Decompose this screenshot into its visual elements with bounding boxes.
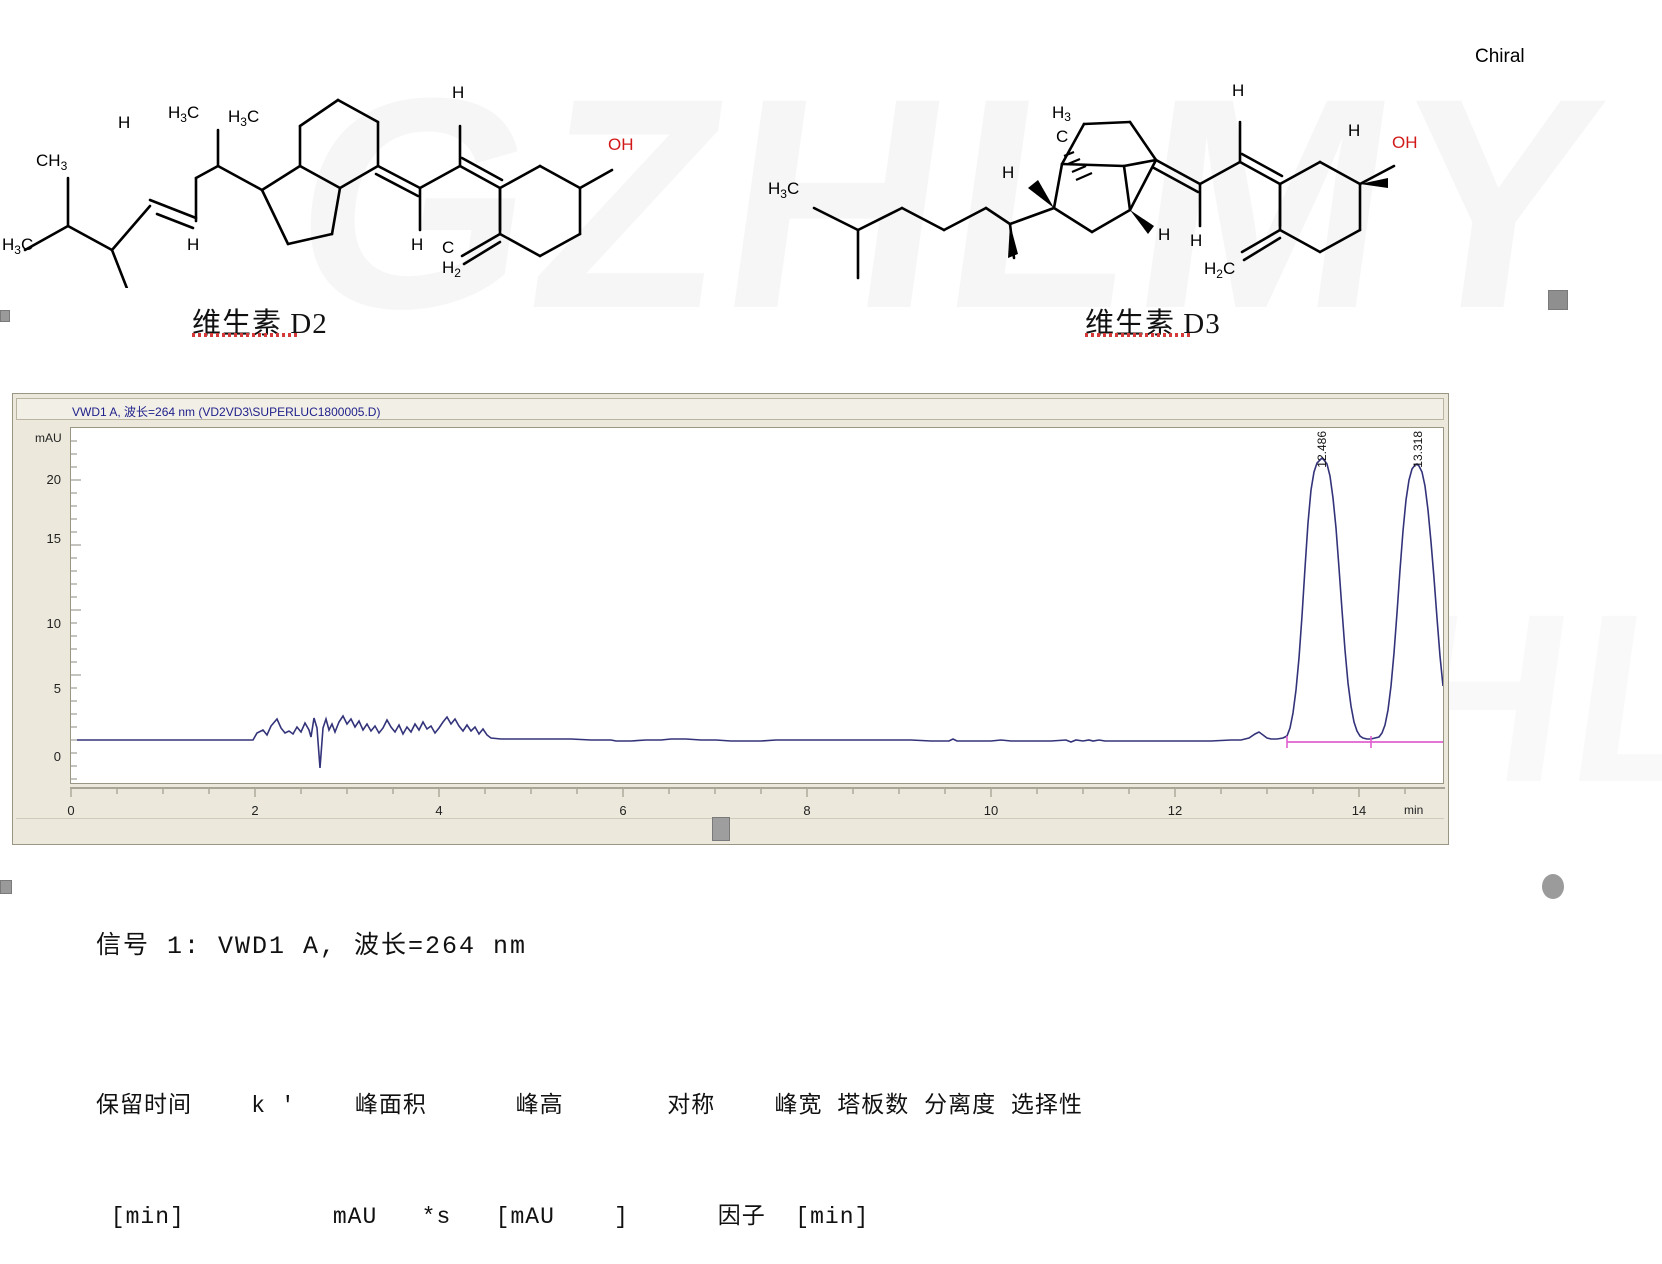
structures-panel: Chiral — [0, 0, 1662, 380]
label-h3c-c: H3C — [228, 107, 259, 129]
edge-marker-circle[interactable] — [1542, 874, 1564, 899]
y-tick-0: 0 — [53, 749, 61, 764]
wedge-oh — [1360, 178, 1388, 188]
vitamin-d2-structure: CH3 H3C CH3 H H H3C H3C H H C H2 OH — [2, 83, 634, 288]
signal-line: 信号 1: VWD1 A, 波长=264 nm — [96, 932, 528, 961]
label-h-d3d: H — [1232, 81, 1244, 100]
table-header-row-1: 保留时间 k ' 峰面积 峰高 对称 峰宽 塔板数 分离度 选择性 — [96, 1092, 1083, 1119]
integration-ticks — [1286, 736, 1372, 748]
edge-marker-left[interactable] — [0, 310, 10, 322]
horizontal-scroll-thumb[interactable] — [712, 817, 730, 841]
label-h-d3e: H — [1190, 231, 1202, 250]
label-h2-meth: H2 — [442, 258, 461, 280]
edge-marker-right[interactable] — [1548, 290, 1568, 310]
label-ch3-a: CH3 — [36, 151, 68, 173]
x-tick-12: 12 — [1167, 803, 1183, 818]
wedge-h — [1028, 180, 1054, 208]
label-h-d3b: H — [1002, 163, 1014, 182]
label-ch3-d3a: CH3 — [832, 285, 864, 288]
hash-bond-methyl — [1063, 150, 1093, 182]
edge-marker-left-lower[interactable] — [0, 880, 12, 894]
chiral-label: Chiral — [1475, 46, 1525, 67]
chromatogram-title: VWD1 A, 波长=264 nm (VD2VD3\SUPERLUC180000… — [72, 405, 381, 419]
x-axis-unit: min — [1404, 803, 1424, 817]
x-tick-14: 14 — [1351, 803, 1367, 818]
chromatogram-trace — [77, 456, 1443, 769]
vitamin-d2-caption-underline — [192, 333, 298, 337]
label-h-d3a: H — [1008, 285, 1020, 288]
chromatogram-titlebar: VWD1 A, 波长=264 nm (VD2VD3\SUPERLUC180000… — [16, 398, 1444, 420]
x-tick-8: 8 — [803, 803, 811, 818]
y-tick-20: 20 — [46, 472, 61, 487]
y-tick-10: 10 — [46, 616, 61, 631]
label-h2c-d3: H2C — [1204, 259, 1235, 281]
x-tick-10: 10 — [983, 803, 999, 818]
x-tick-0: 0 — [67, 803, 75, 818]
label-oh: OH — [608, 135, 634, 154]
label-h-c: H — [452, 83, 464, 102]
x-tick-6: 6 — [619, 803, 627, 818]
label-oh-d3: OH — [1392, 133, 1418, 152]
label-c-meth: C — [442, 238, 454, 257]
x-axis-ticks — [70, 789, 1406, 797]
chromatogram-window: VWD1 A, 波长=264 nm (VD2VD3\SUPERLUC180000… — [12, 393, 1449, 845]
label-h3c-b: H3C — [168, 103, 199, 125]
plot-area[interactable]: 12.486 13.318 — [70, 427, 1444, 784]
label-h3c-d3b: H3C — [960, 285, 991, 288]
y-axis-ticks — [71, 440, 81, 780]
label-h-d3c: H — [1158, 225, 1170, 244]
label-h-d3f: H — [1348, 121, 1360, 140]
wedge-h-ring — [1130, 210, 1154, 234]
y-tick-5: 5 — [53, 681, 61, 696]
x-tick-4: 4 — [435, 803, 443, 818]
wedge-h3c — [1008, 224, 1018, 258]
report-panel: 信号 1: VWD1 A, 波长=264 nm 保留时间 k ' 峰面积 峰高 … — [96, 925, 1154, 1264]
label-h3c-d3a: H3C — [768, 179, 799, 201]
y-tick-15: 15 — [46, 531, 61, 546]
x-tick-2: 2 — [251, 803, 259, 818]
peak-label-1: 12.486 — [1315, 431, 1329, 468]
horizontal-scrollbar[interactable] — [16, 817, 1444, 841]
peak-label-2: 13.318 — [1411, 431, 1425, 468]
y-axis-unit: mAU — [35, 431, 62, 445]
label-h3c-a: H3C — [2, 235, 33, 257]
label-h-a: H — [118, 113, 130, 132]
chromatogram-plot-svg — [71, 440, 1443, 780]
label-c-d3: C — [1056, 127, 1068, 146]
label-h-d: H — [411, 235, 423, 254]
label-h-b: H — [187, 235, 199, 254]
vitamin-d3-structure: H3C CH3 H3C H H H3 C H H H H2C H OH — [768, 81, 1418, 288]
table-header-row-2: [min] mAU *s [mAU ] 因子 [min] — [96, 1204, 870, 1231]
x-axis-svg — [70, 787, 1445, 797]
label-h3-d3: H3 — [1052, 103, 1071, 124]
vitamin-d3-caption-underline — [1085, 333, 1191, 337]
